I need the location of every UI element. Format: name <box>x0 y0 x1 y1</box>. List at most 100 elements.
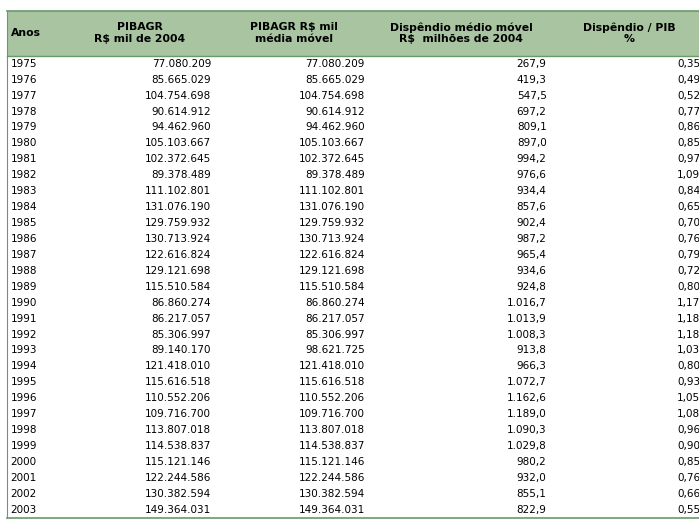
Text: 547,5: 547,5 <box>517 91 547 100</box>
Text: 0,85: 0,85 <box>677 139 699 148</box>
Text: 1.016,7: 1.016,7 <box>507 298 547 307</box>
Text: 1.189,0: 1.189,0 <box>507 409 547 419</box>
Text: 1979: 1979 <box>10 123 37 132</box>
Bar <box>7 104 699 119</box>
Text: 1984: 1984 <box>10 202 37 212</box>
Text: 77.080.209: 77.080.209 <box>152 59 211 68</box>
Text: 1975: 1975 <box>10 59 37 68</box>
Text: 121.418.010: 121.418.010 <box>145 362 211 371</box>
Text: PIBAGR R$ mil
média móvel: PIBAGR R$ mil média móvel <box>250 22 338 44</box>
Bar <box>7 358 699 374</box>
Text: 149.364.031: 149.364.031 <box>298 505 365 515</box>
Bar <box>7 119 699 135</box>
Text: 1980: 1980 <box>10 139 37 148</box>
Text: 913,8: 913,8 <box>517 346 547 355</box>
Text: 0,84: 0,84 <box>677 186 699 196</box>
Text: 102.372.645: 102.372.645 <box>298 155 365 164</box>
Text: 1993: 1993 <box>10 346 37 355</box>
Text: 1,18: 1,18 <box>677 330 699 339</box>
Text: 0,52: 0,52 <box>677 91 699 100</box>
Text: 89.378.489: 89.378.489 <box>305 170 365 180</box>
Text: 114.538.837: 114.538.837 <box>298 441 365 451</box>
Text: 113.807.018: 113.807.018 <box>298 425 365 435</box>
Text: 1,17: 1,17 <box>677 298 699 307</box>
Text: 110.552.206: 110.552.206 <box>298 393 365 403</box>
Text: 932,0: 932,0 <box>517 473 547 483</box>
Bar <box>7 247 699 263</box>
Text: 1976: 1976 <box>10 75 37 84</box>
Text: 1996: 1996 <box>10 393 37 403</box>
Text: 0,66: 0,66 <box>677 489 699 499</box>
Text: 1.090,3: 1.090,3 <box>507 425 547 435</box>
Text: 934,4: 934,4 <box>517 186 547 196</box>
Text: 924,8: 924,8 <box>517 282 547 292</box>
Bar <box>7 454 699 470</box>
Text: 86.860.274: 86.860.274 <box>152 298 211 307</box>
Text: 121.418.010: 121.418.010 <box>298 362 365 371</box>
Text: 0,65: 0,65 <box>677 202 699 212</box>
Text: 86.217.057: 86.217.057 <box>152 314 211 323</box>
Text: 94.462.960: 94.462.960 <box>305 123 365 132</box>
Text: 1,03: 1,03 <box>677 346 699 355</box>
Text: 965,4: 965,4 <box>517 250 547 260</box>
Text: 105.103.667: 105.103.667 <box>145 139 211 148</box>
Text: Anos: Anos <box>10 28 41 38</box>
Text: 267,9: 267,9 <box>517 59 547 68</box>
Text: 966,3: 966,3 <box>517 362 547 371</box>
Text: 0,55: 0,55 <box>677 505 699 515</box>
Text: 976,6: 976,6 <box>517 170 547 180</box>
Text: 0,90: 0,90 <box>677 441 699 451</box>
Text: 1.008,3: 1.008,3 <box>507 330 547 339</box>
Text: 94.462.960: 94.462.960 <box>152 123 211 132</box>
Bar <box>7 342 699 358</box>
Text: 987,2: 987,2 <box>517 234 547 244</box>
Bar <box>7 486 699 502</box>
Text: 1.162,6: 1.162,6 <box>507 393 547 403</box>
Text: PIBAGR
R$ mil de 2004: PIBAGR R$ mil de 2004 <box>94 22 185 44</box>
Text: 85.665.029: 85.665.029 <box>305 75 365 84</box>
Text: 85.306.997: 85.306.997 <box>152 330 211 339</box>
Text: Dispêndio médio móvel
R$  milhões de 2004: Dispêndio médio móvel R$ milhões de 2004 <box>390 22 533 44</box>
Text: 2002: 2002 <box>10 489 37 499</box>
Text: 131.076.190: 131.076.190 <box>298 202 365 212</box>
Text: 77.080.209: 77.080.209 <box>305 59 365 68</box>
Text: 109.716.700: 109.716.700 <box>145 409 211 419</box>
Text: 2000: 2000 <box>10 457 36 467</box>
Text: 1990: 1990 <box>10 298 37 307</box>
Text: 1997: 1997 <box>10 409 37 419</box>
Text: 149.364.031: 149.364.031 <box>145 505 211 515</box>
Text: 1,18: 1,18 <box>677 314 699 323</box>
Text: 0,97: 0,97 <box>677 155 699 164</box>
Text: 902,4: 902,4 <box>517 218 547 228</box>
Bar <box>7 167 699 183</box>
Text: 102.372.645: 102.372.645 <box>145 155 211 164</box>
Text: 130.382.594: 130.382.594 <box>298 489 365 499</box>
Text: 1992: 1992 <box>10 330 37 339</box>
Text: 122.616.824: 122.616.824 <box>298 250 365 260</box>
Text: 109.716.700: 109.716.700 <box>299 409 365 419</box>
Text: 419,3: 419,3 <box>517 75 547 84</box>
Text: 0,80: 0,80 <box>677 282 699 292</box>
Text: 115.121.146: 115.121.146 <box>298 457 365 467</box>
Text: 1977: 1977 <box>10 91 37 100</box>
Text: 104.754.698: 104.754.698 <box>145 91 211 100</box>
Bar <box>7 374 699 390</box>
Text: 113.807.018: 113.807.018 <box>145 425 211 435</box>
Text: 0,86: 0,86 <box>677 123 699 132</box>
Text: 0,77: 0,77 <box>677 107 699 116</box>
Text: 122.244.586: 122.244.586 <box>298 473 365 483</box>
Text: 85.665.029: 85.665.029 <box>152 75 211 84</box>
Text: 1985: 1985 <box>10 218 37 228</box>
Text: 0,79: 0,79 <box>677 250 699 260</box>
Bar <box>7 406 699 422</box>
Text: 131.076.190: 131.076.190 <box>145 202 211 212</box>
Bar <box>7 135 699 151</box>
Bar <box>7 279 699 295</box>
Text: 934,6: 934,6 <box>517 266 547 276</box>
Text: 89.378.489: 89.378.489 <box>152 170 211 180</box>
Text: 129.121.698: 129.121.698 <box>298 266 365 276</box>
Text: 115.510.584: 115.510.584 <box>145 282 211 292</box>
Bar <box>7 72 699 88</box>
Text: 1995: 1995 <box>10 378 37 387</box>
Text: 994,2: 994,2 <box>517 155 547 164</box>
